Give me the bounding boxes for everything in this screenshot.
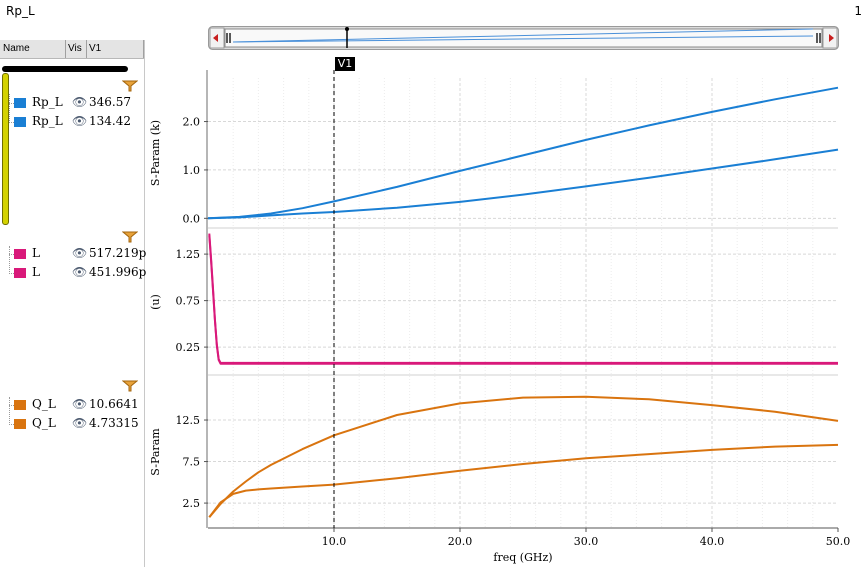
series-line-L: [208, 233, 838, 364]
y-axis-label: S-Param: [149, 428, 162, 476]
signal-name: Q_L: [32, 416, 56, 430]
marker-flag[interactable]: V1: [335, 57, 355, 71]
column-name-header[interactable]: Name: [3, 43, 30, 54]
x-tick-label: 10.0: [322, 535, 347, 548]
color-swatch: [14, 268, 26, 278]
y-axis-label: (u): [149, 294, 162, 310]
y-tick-label: 0.75: [176, 295, 201, 308]
color-swatch: [14, 400, 26, 410]
y-tick-label: 2.5: [183, 497, 201, 510]
eye-icon[interactable]: 👁: [72, 265, 88, 279]
marker-value: 517.219p: [89, 246, 147, 260]
y-tick-label: 2.0: [183, 116, 201, 129]
y-tick-label: 0.0: [183, 212, 201, 225]
eye-icon[interactable]: 👁: [72, 95, 88, 109]
strip-highlight-bar[interactable]: [2, 73, 9, 225]
series-line-L: [208, 235, 838, 365]
marker-value: 4.73315: [89, 416, 139, 430]
series-line-Rp_L: [207, 86, 839, 220]
eye-icon[interactable]: 👁: [72, 397, 88, 411]
marker-value: 10.6641: [89, 397, 139, 411]
marker-value: 451.996p: [89, 265, 147, 279]
funnel-icon[interactable]: [122, 380, 138, 392]
signal-name: L: [32, 265, 40, 279]
column-v1-header[interactable]: V1: [89, 43, 102, 54]
color-swatch: [14, 419, 26, 429]
marker-value: 134.42: [89, 114, 131, 128]
x-tick-label: 50.0: [826, 535, 851, 548]
arrow-right-icon: [829, 34, 834, 42]
eye-icon[interactable]: 👁: [72, 246, 88, 260]
series-line-Q_L: [208, 395, 839, 518]
funnel-icon[interactable]: [122, 80, 138, 92]
y-tick-label: 1.0: [183, 164, 201, 177]
x-tick-label: 20.0: [448, 535, 473, 548]
x-axis-label: freq (GHz): [493, 551, 552, 564]
x-tick-label: 30.0: [574, 535, 599, 548]
strip-3: 2.5 7.5 12.5 S-Param 10.0 20.0 30.0 40.0 50.0 fre…: [149, 376, 850, 564]
signal-name: Q_L: [32, 397, 56, 411]
y-tick-label: 1.25: [176, 248, 201, 261]
color-swatch: [14, 249, 26, 259]
series-line-Q_L: [208, 443, 839, 518]
signal-name: L: [32, 246, 40, 260]
y-tick-label: 0.25: [176, 341, 201, 354]
funnel-icon[interactable]: [122, 231, 138, 243]
overview-scrollbar[interactable]: [208, 26, 839, 50]
marker-value: 346.57: [89, 95, 131, 109]
window-index: 1: [854, 4, 862, 18]
eye-icon[interactable]: 👁: [72, 416, 88, 430]
y-tick-label: 12.5: [176, 414, 201, 427]
y-axis-label: S-Param (k): [149, 120, 162, 186]
window-title: Rp_L: [6, 4, 35, 18]
strip-selection-bar[interactable]: [2, 66, 128, 72]
scroll-thumb: [224, 28, 823, 48]
color-swatch: [14, 98, 26, 108]
arrow-left-icon: [213, 34, 218, 42]
x-tick-label: 40.0: [700, 535, 725, 548]
strip-1: 0.0 1.0 2.0 S-Param (k): [149, 78, 839, 229]
signal-name: Rp_L: [32, 114, 63, 128]
signal-name: Rp_L: [32, 95, 63, 109]
legend-panel: Name Vis V1 Rp_L 👁 346.57 Rp_L 👁 134.42 …: [0, 40, 147, 567]
color-swatch: [14, 117, 26, 127]
strip-2: 0.25 0.75 1.25 (u): [149, 229, 838, 376]
legend-table-header: Name Vis V1: [0, 40, 144, 59]
column-vis-header[interactable]: Vis: [68, 43, 82, 54]
y-tick-label: 7.5: [183, 456, 201, 469]
series-line-Rp_L: [207, 148, 839, 220]
eye-icon[interactable]: 👁: [72, 114, 88, 128]
